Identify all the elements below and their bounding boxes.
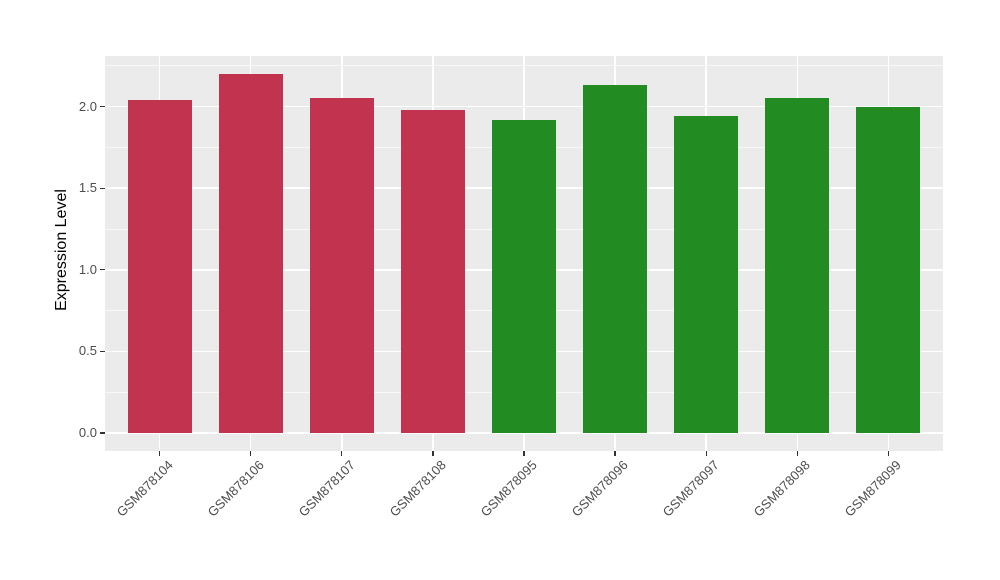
bar-GSM878108 — [401, 109, 465, 434]
y-tick-mark — [100, 432, 105, 434]
x-tick-mark — [341, 451, 343, 456]
bar-GSM878099 — [856, 106, 921, 434]
y-tick-label: 1.5 — [78, 180, 97, 196]
y-tick-mark — [100, 269, 105, 271]
x-tick-label: GSM878099 — [842, 457, 905, 520]
bar-GSM878097 — [674, 116, 739, 434]
x-tick-mark — [432, 451, 434, 456]
bar-GSM878098 — [765, 98, 830, 434]
bar-GSM878104 — [127, 100, 192, 434]
y-tick-label: 1.0 — [78, 262, 97, 278]
x-tick-label: GSM878096 — [568, 457, 631, 520]
y-tick-label: 2.0 — [78, 98, 97, 114]
bar-GSM878107 — [309, 98, 374, 434]
y-axis-title: Expression Level — [53, 189, 70, 311]
y-tick-label: 0.5 — [78, 343, 97, 359]
x-tick-label: GSM878104 — [113, 457, 176, 520]
x-tick-label: GSM878095 — [477, 457, 540, 520]
y-tick-mark — [100, 350, 105, 353]
bar-GSM878106 — [218, 73, 283, 434]
x-tick-label: GSM878098 — [750, 457, 814, 520]
y-tick-mark — [100, 187, 105, 189]
x-tick-mark — [250, 451, 252, 456]
x-tick-mark — [159, 451, 161, 456]
x-tick-label: GSM878107 — [295, 457, 358, 520]
x-tick-label: GSM878108 — [386, 457, 449, 520]
x-tick-mark — [523, 451, 525, 456]
x-tick-label: GSM878097 — [659, 457, 723, 520]
y-tick-mark — [100, 105, 105, 108]
x-tick-mark — [705, 451, 707, 456]
x-tick-mark — [796, 451, 798, 456]
bar-GSM878095 — [492, 119, 556, 434]
x-tick-mark — [887, 451, 889, 456]
bar-GSM878096 — [583, 85, 647, 434]
x-tick-mark — [614, 451, 616, 456]
x-tick-label: GSM878106 — [204, 457, 267, 520]
plot-panel — [105, 56, 943, 451]
y-tick-label: 0.0 — [78, 425, 97, 441]
